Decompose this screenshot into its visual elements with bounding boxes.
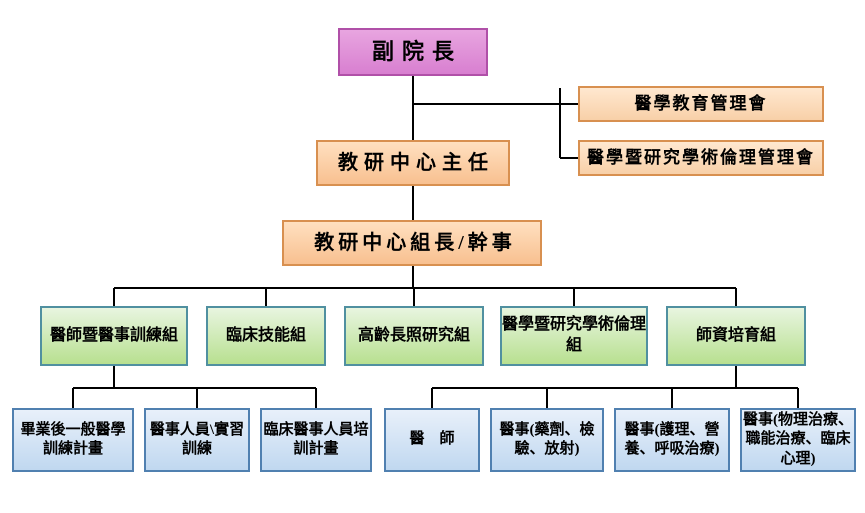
label: 教研中心主任 [338,150,494,176]
node-pgy-program: 畢業後一般醫學訓練計畫 [12,408,134,472]
node-research-ethics-group: 醫學暨研究學術倫理組 [500,306,648,366]
label: 高齡長照研究組 [358,326,470,347]
label: 醫師暨醫事訓練組 [50,326,178,347]
node-clinical-skills-group: 臨床技能組 [206,306,326,366]
label: 醫事(護理、營養、呼吸治療) [616,421,728,460]
label: 醫學暨研究學術倫理組 [502,315,646,357]
node-faculty-development-group: 師資培育組 [666,306,806,366]
node-staff-internship: 醫事人員\實習訓練 [144,408,250,472]
node-allied-pt-ot-psych: 醫事(物理治療、職能治療、臨床心理) [740,408,856,472]
label: 副院長 [372,38,462,67]
node-elderly-care-research-group: 高齡長照研究組 [344,306,484,366]
node-center-leader: 教研中心組長/幹事 [282,220,542,266]
node-clinical-staff-training: 臨床醫事人員培訓計畫 [260,408,372,472]
node-allied-pharmacy-lab-rad: 醫事(藥劑、檢驗、放射) [490,408,604,472]
label: 師資培育組 [696,326,776,347]
label: 醫學暨研究學術倫理管理會 [587,147,815,169]
node-vice-president: 副院長 [338,28,488,76]
node-center-director: 教研中心主任 [316,140,510,186]
node-ethics-committee: 醫學暨研究學術倫理管理會 [578,140,824,176]
label: 醫 師 [409,430,454,450]
label: 教研中心組長/幹事 [314,230,516,256]
label: 醫學教育管理會 [635,93,768,115]
node-physicians: 醫 師 [384,408,480,472]
label: 臨床醫事人員培訓計畫 [262,421,370,460]
node-physician-training-group: 醫師暨醫事訓練組 [40,306,188,366]
label: 醫事(藥劑、檢驗、放射) [492,421,602,460]
node-allied-nursing-nutrition-resp: 醫事(護理、營養、呼吸治療) [614,408,730,472]
node-med-edu-committee: 醫學教育管理會 [578,86,824,122]
label: 臨床技能組 [226,326,306,347]
label: 醫事(物理治療、職能治療、臨床心理) [742,411,854,470]
label: 醫事人員\實習訓練 [146,421,248,460]
label: 畢業後一般醫學訓練計畫 [14,421,132,460]
